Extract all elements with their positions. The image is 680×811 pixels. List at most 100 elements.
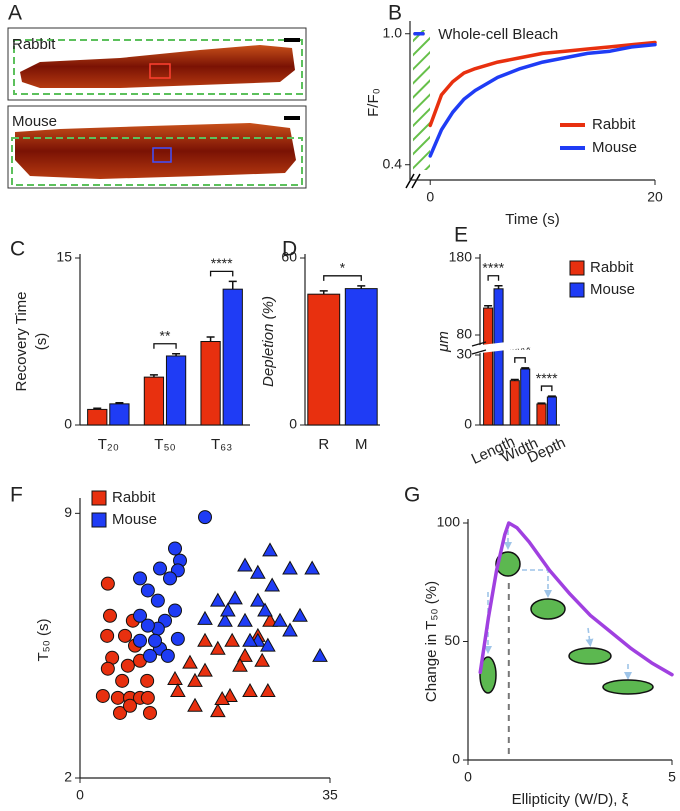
error-bar bbox=[93, 407, 102, 410]
x-tick-label: M bbox=[355, 436, 368, 453]
error-bar bbox=[521, 367, 530, 369]
scatter-point bbox=[262, 612, 278, 627]
error-bar bbox=[357, 285, 366, 289]
significance-label: **** bbox=[482, 259, 504, 275]
panel-g-shapes bbox=[479, 551, 654, 695]
bleach-band bbox=[413, 30, 430, 170]
bar bbox=[493, 288, 504, 426]
scatter-point bbox=[110, 690, 125, 705]
x-axis-label: Time (s) bbox=[505, 211, 559, 228]
x-tick-label: 35 bbox=[322, 787, 338, 803]
bar bbox=[546, 396, 557, 426]
y-axis-label: μm bbox=[435, 331, 452, 353]
bar bbox=[520, 368, 531, 426]
significance-label: **** bbox=[536, 370, 558, 386]
bar bbox=[344, 288, 378, 426]
scatter-point bbox=[143, 648, 157, 663]
legend-swatch bbox=[91, 490, 107, 506]
scatter-point bbox=[170, 631, 185, 646]
x-tick-label: 0 bbox=[464, 769, 472, 785]
legend-label: Rabbit bbox=[592, 116, 636, 133]
y-tick-label: 0 bbox=[64, 416, 72, 432]
scatter-point bbox=[133, 571, 147, 586]
panel-letter: G bbox=[404, 484, 420, 507]
scatter-point bbox=[100, 628, 115, 643]
scatter-point bbox=[237, 557, 253, 572]
legend-swatch bbox=[569, 260, 585, 276]
significance-bracket bbox=[514, 357, 526, 363]
scatter-point bbox=[250, 592, 266, 607]
series-line bbox=[478, 521, 674, 677]
scatter-point bbox=[304, 560, 320, 575]
roi bbox=[149, 63, 171, 79]
scatter-point bbox=[260, 683, 276, 698]
scatter-point bbox=[187, 697, 203, 712]
x-tick-label: 0 bbox=[76, 787, 84, 803]
panel-letter: C bbox=[10, 238, 25, 261]
scatter-point bbox=[224, 632, 240, 647]
scatter-point bbox=[150, 593, 165, 608]
bar bbox=[536, 403, 547, 426]
error-bar bbox=[510, 378, 519, 381]
scatter-point bbox=[312, 647, 328, 662]
scatter-point bbox=[123, 698, 137, 713]
bar bbox=[87, 408, 108, 426]
y-axis-label: Depletion (%) bbox=[260, 296, 277, 387]
scatter-point bbox=[182, 654, 198, 669]
scatter-point bbox=[115, 673, 130, 688]
y-axis-label: (s) bbox=[33, 333, 50, 351]
error-bar bbox=[547, 395, 556, 397]
scatter-point bbox=[133, 608, 147, 623]
y-tick-label: 30 bbox=[456, 346, 472, 362]
scatter-point bbox=[210, 592, 226, 607]
image-label: Mouse bbox=[12, 113, 57, 130]
error-bar bbox=[149, 374, 158, 378]
panel-letter: A bbox=[8, 2, 22, 25]
significance-bracket bbox=[153, 343, 177, 349]
scatter-point bbox=[210, 703, 226, 718]
cell-shape bbox=[568, 647, 612, 665]
scatter-point bbox=[242, 683, 258, 698]
y-tick-label: 50 bbox=[444, 632, 460, 648]
y-axis-label: Recovery Time bbox=[13, 291, 30, 391]
scatter-point bbox=[100, 661, 115, 676]
bar bbox=[200, 341, 221, 426]
bar bbox=[509, 380, 520, 426]
error-bar bbox=[206, 336, 215, 342]
scatter-point bbox=[113, 705, 127, 720]
y-tick-label: 15 bbox=[56, 249, 72, 265]
scatter-point bbox=[197, 632, 213, 647]
significance-label: * bbox=[340, 260, 346, 276]
axis-break-gap bbox=[472, 336, 560, 354]
scatter-point bbox=[292, 607, 308, 622]
cell-shape bbox=[530, 598, 566, 620]
scatter-point bbox=[272, 612, 288, 627]
y-tick-label: 180 bbox=[449, 249, 473, 265]
scatter-point bbox=[232, 657, 248, 672]
y-axis-label: Change in T₅₀ (%) bbox=[423, 581, 440, 702]
scatter-point bbox=[160, 648, 175, 663]
image-label: Rabbit bbox=[12, 36, 56, 53]
scatter-point bbox=[140, 673, 155, 688]
y-tick-label: 100 bbox=[437, 514, 461, 530]
scatter-point bbox=[227, 590, 243, 605]
error-bar bbox=[494, 284, 503, 289]
y-tick-label: 0.4 bbox=[383, 155, 403, 171]
scatter-point bbox=[237, 647, 253, 662]
scatter-point bbox=[282, 560, 298, 575]
cell-shape bbox=[602, 679, 654, 695]
cell-shape bbox=[495, 551, 521, 577]
significance-label: **** bbox=[211, 255, 233, 271]
error-bar bbox=[537, 402, 546, 404]
y-tick-label: 9 bbox=[64, 504, 72, 520]
y-tick-label: 60 bbox=[281, 249, 297, 265]
legend-swatch bbox=[569, 282, 585, 298]
panel-letter: E bbox=[454, 224, 468, 247]
scatter-point bbox=[187, 672, 203, 687]
y-tick-label: 2 bbox=[64, 769, 72, 785]
significance-bracket bbox=[540, 385, 553, 392]
scatter-point bbox=[153, 561, 167, 576]
scatter-point bbox=[197, 610, 213, 625]
scatter-point bbox=[198, 510, 212, 525]
legend-label: Mouse bbox=[592, 139, 637, 156]
